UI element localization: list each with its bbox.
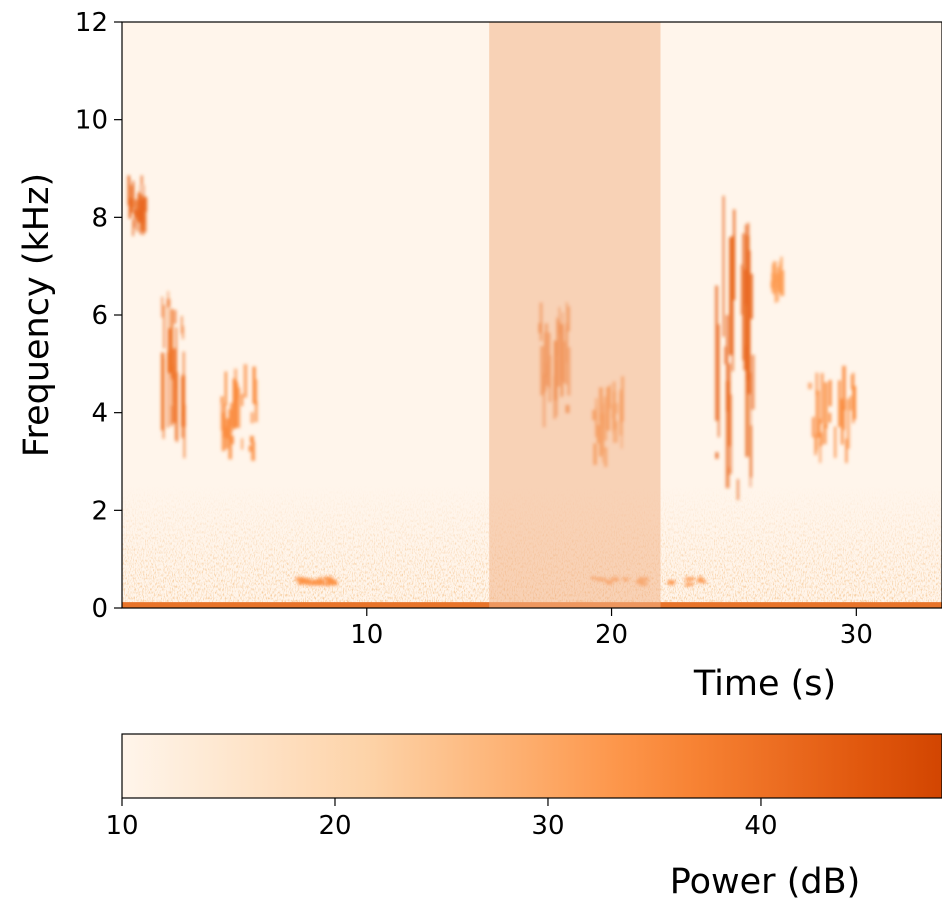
y-tick-label: 10 xyxy=(75,106,108,136)
x-tick-label: 10 xyxy=(350,620,383,650)
colorbar-ticks: 10 20 30 40 xyxy=(105,798,778,841)
y-tick-label: 8 xyxy=(91,203,108,233)
x-axis-label: Time (s) xyxy=(693,664,836,704)
colorbar-gradient xyxy=(121,733,942,799)
y-tick-label: 12 xyxy=(75,8,108,38)
y-tick-label: 6 xyxy=(91,301,108,331)
call-event xyxy=(808,365,856,463)
colorbar: 10 20 30 40 Power (dB) xyxy=(105,733,942,902)
colorbar-label: Power (dB) xyxy=(670,862,860,902)
colorbar-tick-label: 40 xyxy=(744,811,777,841)
x-tick-label: 20 xyxy=(595,620,628,650)
colorbar-tick-label: 10 xyxy=(105,811,138,841)
call-event xyxy=(715,195,755,501)
x-tick-label: 30 xyxy=(840,620,873,650)
call-event xyxy=(770,256,785,303)
call-event xyxy=(127,175,148,236)
spectrogram-axes: 10 20 30 0 2 4 6 8 10 12 Time (s) Frequency (kHz… xyxy=(17,8,942,704)
y-tick-label: 0 xyxy=(91,594,108,624)
colorbar-tick-label: 30 xyxy=(531,811,564,841)
highlight-region xyxy=(489,22,661,608)
call-event xyxy=(295,576,338,586)
y-tick-label: 2 xyxy=(91,496,108,526)
y-axis-ticks: 0 2 4 6 8 10 12 xyxy=(75,8,122,624)
call-event xyxy=(220,364,258,461)
x-axis-ticks: 10 20 30 xyxy=(350,608,873,650)
colorbar-tick-label: 20 xyxy=(318,811,351,841)
y-tick-label: 4 xyxy=(91,399,108,429)
call-event xyxy=(161,291,186,459)
y-axis-label: Frequency (kHz) xyxy=(17,173,57,457)
